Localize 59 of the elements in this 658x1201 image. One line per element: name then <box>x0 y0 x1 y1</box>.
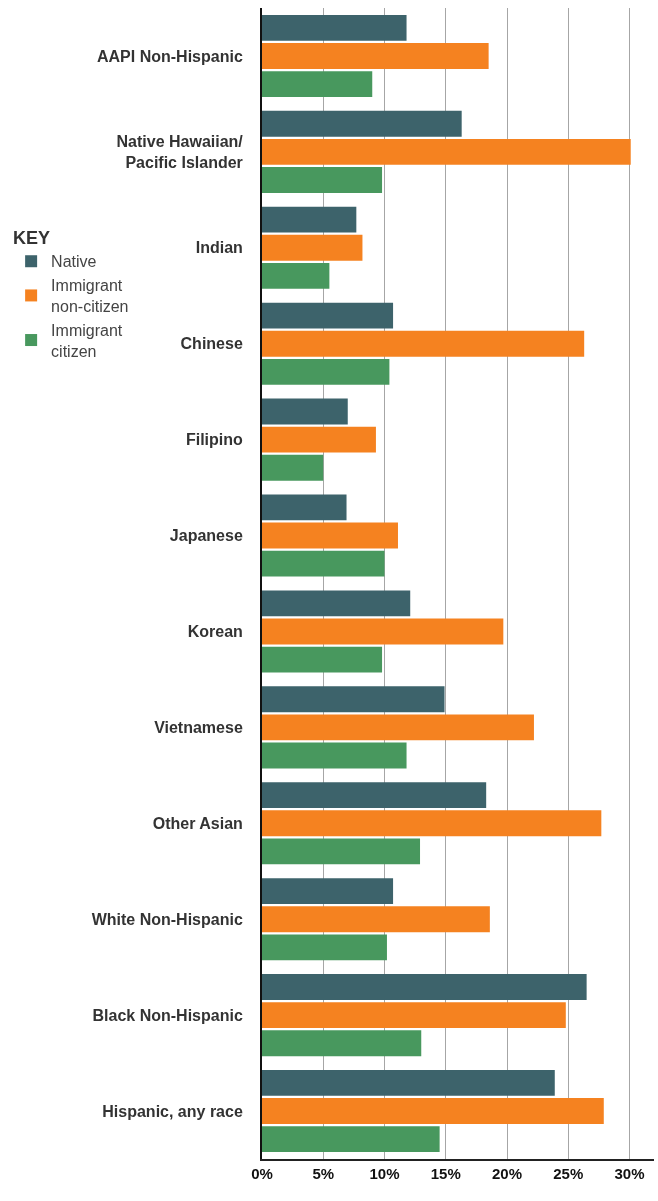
bar <box>262 1098 604 1124</box>
x-tick-label: 15% <box>430 1164 461 1182</box>
bar <box>262 110 462 137</box>
y-tick-label: Filipino <box>185 431 244 449</box>
x-tick-label: 25% <box>553 1164 584 1182</box>
bar <box>262 234 363 261</box>
y-tick-label: Black Non-Hispanic <box>92 1006 243 1024</box>
bar <box>262 398 348 425</box>
bar <box>262 646 383 673</box>
bar <box>262 906 490 933</box>
y-tick-label: Vietnamese <box>154 718 243 736</box>
bar <box>262 590 411 617</box>
bar <box>262 810 602 837</box>
bar <box>262 714 534 741</box>
y-tick-label: Korean <box>187 623 243 641</box>
bar <box>262 358 390 385</box>
y-tick-label: Indian <box>195 239 243 257</box>
bar <box>262 934 387 961</box>
y-tick-label: Hispanic, any race <box>102 1102 243 1120</box>
bar <box>262 742 407 769</box>
bar <box>262 550 385 577</box>
bar <box>262 522 398 549</box>
y-tick-label: Japanese <box>169 527 243 545</box>
bar <box>262 838 421 865</box>
legend-label: Immigrant citizen <box>51 321 123 360</box>
x-tick-label: 5% <box>312 1164 335 1182</box>
bar <box>262 167 383 193</box>
bar <box>262 782 487 809</box>
bar <box>262 43 489 69</box>
bar <box>262 1069 555 1096</box>
x-tick-label: 30% <box>614 1164 645 1182</box>
bar <box>262 974 587 1000</box>
bar <box>262 618 504 645</box>
bar <box>262 878 394 905</box>
y-tick-label: Other Asian <box>152 814 243 832</box>
bar <box>262 206 357 233</box>
legend-label: Native <box>51 253 97 271</box>
bar <box>262 1030 422 1057</box>
bar <box>262 71 373 98</box>
bar <box>262 494 347 521</box>
legend-title: KEY <box>13 228 51 249</box>
bar <box>262 686 445 713</box>
y-tick-label: Chinese <box>180 335 243 353</box>
bar <box>262 1002 566 1029</box>
x-tick-label: 10% <box>369 1164 400 1182</box>
y-tick-label: Native Hawaiian/ Pacific Islander <box>116 133 244 171</box>
bar <box>262 302 394 329</box>
x-tick-label: 20% <box>491 1164 523 1182</box>
bar <box>262 454 324 481</box>
legend-label: Immigrant non-citizen <box>51 277 129 316</box>
x-tick-label: 0% <box>251 1164 273 1182</box>
bar <box>262 426 376 453</box>
bar <box>262 14 407 41</box>
bar <box>262 138 631 165</box>
y-tick-label: White Non-Hispanic <box>91 910 243 928</box>
y-tick-label: AAPI Non-Hispanic <box>97 47 243 65</box>
bar <box>262 330 585 357</box>
bar <box>262 1126 440 1153</box>
bar <box>262 262 330 289</box>
